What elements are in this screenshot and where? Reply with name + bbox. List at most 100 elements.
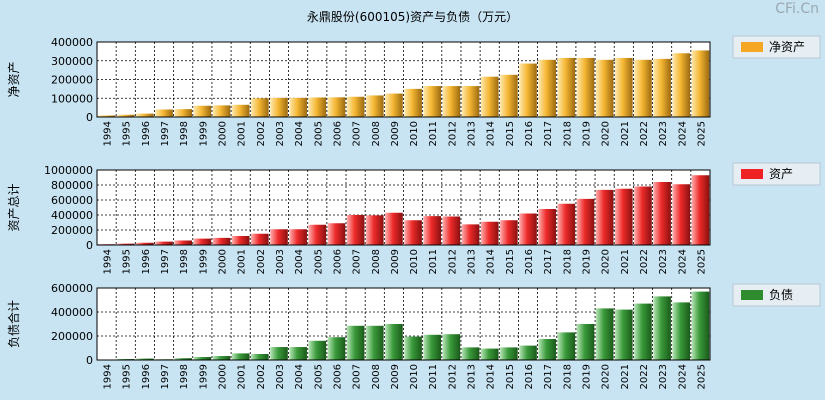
x-tick-label: 2025: [696, 364, 707, 389]
legend-label: 负债: [769, 288, 793, 302]
bar-2000: [212, 356, 231, 360]
x-tick-label: 2016: [524, 249, 535, 274]
x-tick-label: 2009: [390, 249, 401, 274]
bar-2006: [327, 223, 346, 245]
y-tick-label: 200000: [51, 330, 93, 343]
bar-2022: [634, 303, 652, 360]
bar-2011: [423, 216, 442, 245]
bar-2020: [595, 59, 614, 117]
bar-2024: [672, 53, 691, 117]
bar-2018: [557, 57, 576, 117]
x-tick-label: 2023: [658, 121, 669, 146]
x-tick-label: 2019: [581, 364, 592, 389]
x-tick-label: 2021: [620, 364, 631, 389]
x-tick-label: 1997: [160, 249, 171, 274]
bar-1995: [116, 114, 135, 117]
y-tick-label: 100000: [51, 92, 93, 105]
bar-2001: [231, 104, 250, 117]
x-tick-label: 2008: [371, 249, 382, 274]
bar-2010: [404, 336, 422, 360]
x-tick-label: 2001: [237, 121, 248, 146]
y-tick-label: 200000: [51, 74, 93, 87]
x-tick-label: 1994: [103, 364, 114, 389]
x-tick-label: 1999: [198, 121, 209, 146]
x-tick-label: 2007: [352, 121, 363, 146]
bar-2014: [480, 348, 499, 360]
x-tick-label: 2014: [486, 249, 497, 274]
legend-swatch: [741, 42, 763, 52]
bar-2019: [576, 57, 595, 117]
x-tick-label: 2008: [371, 121, 382, 146]
x-tick-label: 1998: [179, 364, 190, 389]
x-tick-label: 2015: [505, 121, 516, 146]
x-tick-label: 1995: [122, 121, 133, 146]
legend: 负债: [732, 283, 821, 307]
bar-2025: [691, 291, 710, 360]
x-tick-label: 2011: [428, 249, 439, 274]
bar-1999: [193, 105, 212, 117]
x-tick-label: 2013: [467, 249, 478, 274]
bar-2011: [423, 86, 442, 117]
bar-2009: [385, 324, 403, 360]
bar-2010: [404, 220, 422, 245]
x-tick-label: 2012: [447, 249, 458, 274]
bar-2016: [519, 63, 537, 117]
y-tick-label: 1000000: [44, 164, 93, 177]
x-tick-label: 2013: [467, 364, 478, 389]
x-tick-label: 2010: [409, 249, 420, 274]
bar-2023: [653, 182, 671, 245]
x-tick-label: 2024: [677, 364, 688, 389]
bar-1999: [193, 238, 212, 245]
y-tick-label: 0: [86, 111, 93, 124]
bar-1999: [193, 357, 212, 360]
bar-2015: [500, 347, 518, 360]
bar-2022: [634, 59, 652, 117]
bar-2005: [308, 224, 327, 245]
bar-2001: [231, 236, 250, 245]
x-tick-label: 1999: [198, 364, 209, 389]
x-tick-label: 1996: [141, 121, 152, 146]
x-tick-label: 2001: [237, 249, 248, 274]
bar-2015: [500, 74, 518, 117]
bar-2010: [404, 88, 422, 117]
x-tick-label: 2007: [352, 249, 363, 274]
bar-2004: [289, 347, 307, 360]
x-tick-label: 2002: [256, 364, 267, 389]
bar-2025: [691, 50, 710, 117]
legend-box: [732, 283, 821, 307]
bar-2022: [634, 186, 652, 245]
bar-1996: [136, 113, 154, 117]
y-tick-label: 400000: [51, 36, 93, 49]
x-tick-label: 2017: [543, 249, 554, 274]
y-axis-label: 资产总计: [7, 183, 21, 231]
x-tick-label: 2000: [218, 249, 229, 274]
bar-2017: [538, 339, 556, 360]
y-tick-label: 0: [86, 239, 93, 252]
bar-2007: [346, 96, 365, 117]
x-tick-label: 2003: [275, 249, 286, 274]
x-tick-label: 2018: [562, 364, 573, 389]
x-tick-label: 2001: [237, 364, 248, 389]
chart-title: 永鼎股份(600105)资产与负债（万元）: [306, 10, 519, 24]
y-axis-label: 净资产: [7, 61, 21, 97]
legend: 净资产: [732, 35, 821, 59]
x-tick-label: 2002: [256, 121, 267, 146]
bar-2009: [385, 93, 403, 117]
x-tick-label: 2023: [658, 249, 669, 274]
bar-1996: [136, 242, 154, 245]
x-tick-label: 2006: [332, 364, 343, 389]
bar-2019: [576, 324, 595, 360]
x-tick-label: 2009: [390, 121, 401, 146]
bar-1998: [174, 109, 193, 117]
x-tick-label: 2015: [505, 364, 516, 389]
x-tick-label: 2000: [218, 364, 229, 389]
x-tick-label: 2012: [447, 121, 458, 146]
x-tick-label: 2006: [332, 121, 343, 146]
bar-2020: [595, 189, 614, 245]
bar-2007: [346, 215, 365, 245]
x-tick-label: 2025: [696, 121, 707, 146]
x-tick-label: 2002: [256, 249, 267, 274]
bar-2021: [614, 188, 633, 245]
x-tick-label: 2010: [409, 364, 420, 389]
